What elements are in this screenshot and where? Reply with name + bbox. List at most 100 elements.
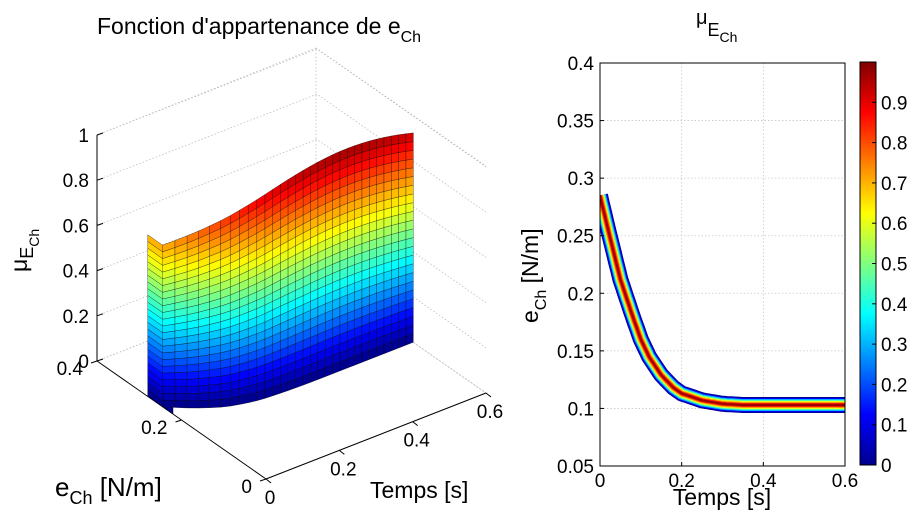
surface-patch <box>162 399 176 408</box>
heatmap-y-tick-label: 0.05 <box>557 457 594 478</box>
heatmap-x-tick-label: 0.2 <box>668 471 694 492</box>
colorbar-tick-label: 0.5 <box>881 255 907 276</box>
x-tick <box>485 392 492 398</box>
heatmap-ticks: 0 0.2 0.4 0.6 0.05 0.1 0.15 0.2 0.25 0.3 0.35 0.4 <box>557 54 858 492</box>
surface-patch <box>198 392 210 401</box>
heatmap-y-tick-label: 0.1 <box>568 399 594 420</box>
heatmap-ylabel: eCh [N/m] <box>517 228 550 323</box>
surface-patch <box>369 138 377 151</box>
surface-patch <box>391 161 399 172</box>
surface-patch <box>398 203 407 215</box>
heatmap-x-tick-label: 0 <box>595 471 606 492</box>
surface-patch <box>187 393 199 401</box>
colorbar-tick-label: 0.6 <box>881 214 907 235</box>
surface-patch <box>198 369 210 379</box>
x-tick-label: 0.4 <box>403 431 430 452</box>
colorbar-ticks: 0 0.1 0.2 0.3 0.4 0.5 0.6 0.7 0.8 0.9 <box>872 93 908 477</box>
surface-patch <box>405 202 414 214</box>
surface-patch <box>174 379 188 387</box>
heatmap-frame <box>599 62 846 467</box>
surface-patch <box>174 371 188 380</box>
surface-patch <box>162 351 176 360</box>
surface-patch <box>209 383 221 393</box>
surface-plot: 0 0.2 0.4 0.6 0.8 1 0 0.2 0.4 0.6 0 0.2 0.4 Fonction… <box>6 13 503 509</box>
z-tick-label: 0.8 <box>63 171 89 192</box>
ridge-band <box>600 195 845 407</box>
heatmap-xlabel: Temps [s] <box>673 484 771 510</box>
heatmap-plot: 0 0.2 0.4 0.6 0.05 0.1 0.15 0.2 0.25 0.3 0.35 0.4 μ… <box>517 7 908 510</box>
surface-patch <box>405 167 414 178</box>
colorbar-tick-label: 0.1 <box>881 416 907 437</box>
surface-patch <box>391 152 399 164</box>
surface-patch <box>187 400 199 409</box>
y-tick <box>175 419 182 423</box>
heatmap-x-tick-label: 0.4 <box>750 471 777 492</box>
surface-patch <box>187 385 199 394</box>
heatmap-y-tick-label: 0.15 <box>557 342 594 363</box>
surface-patch <box>220 390 231 400</box>
colorbar-tick-label: 0.3 <box>881 335 907 356</box>
surface-title: Fonction d'appartenance de eCh <box>97 13 421 46</box>
surface-patch <box>405 141 414 152</box>
z-tick <box>96 358 104 362</box>
surface-patch <box>398 142 407 153</box>
surface-patch <box>405 158 414 170</box>
surface-patch <box>174 350 188 359</box>
surface-patch <box>398 177 407 189</box>
z-tick-label: 0.6 <box>63 216 89 237</box>
surface-patch <box>174 400 188 409</box>
x-tick-label: 0.2 <box>330 459 356 480</box>
z-tick <box>96 177 104 181</box>
surface-patch <box>383 162 392 174</box>
surface-mesh <box>147 132 414 415</box>
surface-patch <box>398 195 407 207</box>
surface-patch <box>398 159 407 171</box>
colorbar-tick-label: 0.7 <box>881 174 907 195</box>
heatmap-x-tick-label: 0.6 <box>832 471 858 492</box>
surface-patch <box>174 393 188 401</box>
surface-ticks: 0 0.2 0.4 0.6 0.8 1 0 0.2 0.4 0.6 0 0.2 0.4 <box>57 126 504 509</box>
colorbar-tick-label: 0.9 <box>881 93 907 114</box>
heatmap-y-tick-label: 0.3 <box>568 169 594 190</box>
heatmap-title: μECh <box>696 7 737 45</box>
z-tick <box>96 268 104 272</box>
colorbar-tick-label: 0.8 <box>881 134 907 155</box>
surface-zlabel: μECh <box>6 229 42 272</box>
surface-patch <box>383 135 392 147</box>
z-tick-label: 0.2 <box>63 307 89 328</box>
x-tick <box>412 421 418 427</box>
z-tick-label: 0.4 <box>63 262 90 283</box>
surface-patch <box>383 144 392 156</box>
heatmap-y-tick-label: 0.35 <box>557 112 594 133</box>
z-tick <box>96 313 104 317</box>
surface-patch <box>391 170 399 181</box>
y-tick <box>90 360 98 364</box>
surface-patch <box>198 384 210 394</box>
x-tick <box>265 478 272 484</box>
surface-patch <box>198 377 210 387</box>
surface-patch <box>198 399 210 409</box>
surface-patch <box>174 357 188 366</box>
surface-patch <box>405 185 414 196</box>
heatmap-ridge <box>600 193 845 413</box>
y-tick-label: 0 <box>241 477 252 498</box>
z-gridline <box>96 48 487 168</box>
surface-ylabel: eCh [N/m] <box>55 472 162 508</box>
heatmap-y-tick-label: 0.4 <box>568 54 595 75</box>
surface-patch <box>398 133 407 144</box>
z-tick <box>96 132 104 136</box>
surface-patch <box>383 153 392 165</box>
surface-patch <box>162 393 176 401</box>
surface-patch <box>187 370 199 380</box>
y-tick <box>259 478 267 482</box>
z-tick-label: 1 <box>78 126 89 147</box>
surface-patch <box>162 358 176 367</box>
colorbar-tick-label: 0.4 <box>881 295 908 316</box>
x-tick <box>339 449 345 455</box>
surface-patch <box>162 379 176 387</box>
y-tick-label: 0.4 <box>57 359 84 380</box>
surface-patch <box>405 193 414 205</box>
surface-patch <box>391 143 399 155</box>
surface-patch <box>383 171 392 183</box>
surface-patch <box>187 363 199 373</box>
